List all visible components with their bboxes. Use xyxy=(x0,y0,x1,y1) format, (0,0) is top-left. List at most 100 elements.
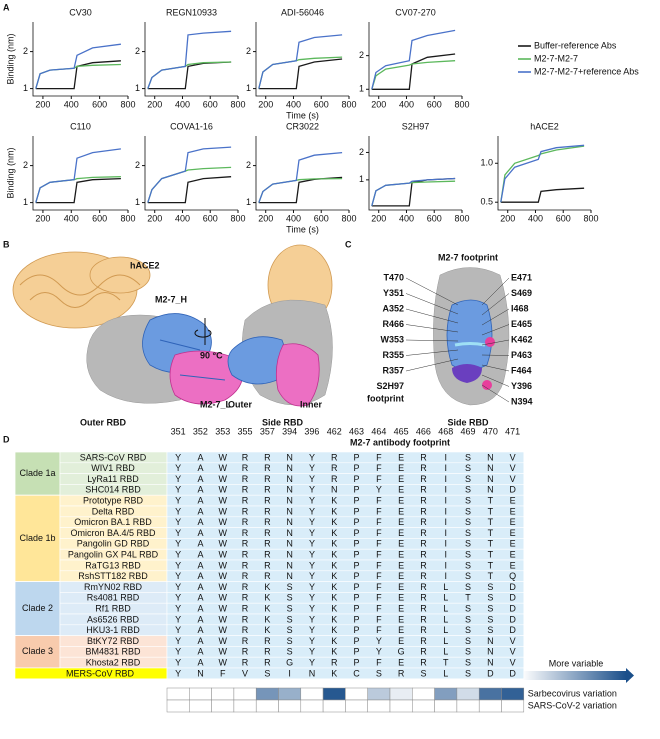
x-tick-label: 800 xyxy=(583,213,598,223)
panel-label: B xyxy=(3,239,10,249)
residue: E xyxy=(398,463,404,473)
residue: Y xyxy=(309,506,315,516)
residue: R xyxy=(242,657,249,667)
residue: S xyxy=(487,625,493,635)
residue: Y xyxy=(309,582,315,592)
x-tick-label: 200 xyxy=(500,213,515,223)
residue: N xyxy=(487,452,494,462)
residue: F xyxy=(376,657,382,667)
residue: Y xyxy=(175,485,181,495)
residue: R xyxy=(264,636,271,646)
leader-line xyxy=(405,324,459,333)
label: Side RBD xyxy=(262,417,304,427)
residue: A xyxy=(197,452,203,462)
residue: A xyxy=(197,506,203,516)
residue: S xyxy=(465,452,471,462)
residue: I xyxy=(444,495,447,505)
residue: N xyxy=(331,485,338,495)
residue: R xyxy=(242,560,249,570)
residue: S xyxy=(287,636,293,646)
residue: R xyxy=(264,506,271,516)
residue: F xyxy=(376,495,382,505)
residue-label: P463 xyxy=(511,350,532,360)
heatmap-cell xyxy=(211,699,235,713)
row-label: RmYN02 RBD xyxy=(84,582,143,592)
x-tick-label: 600 xyxy=(427,213,442,223)
residue: K xyxy=(331,603,337,613)
residue: R xyxy=(242,506,249,516)
heatmap-cell xyxy=(389,699,413,713)
residue: P xyxy=(354,528,360,538)
residue: I xyxy=(444,452,447,462)
y-tick-label: 2 xyxy=(135,160,140,170)
residue: S xyxy=(465,647,471,657)
leader-line xyxy=(481,339,510,346)
residue: Y xyxy=(175,474,181,484)
row-label: Khosta2 RBD xyxy=(86,657,141,667)
row-label: SARS-CoV RBD xyxy=(80,452,147,462)
row-label: Omicron BA.1 RBD xyxy=(74,517,152,527)
clade-label: Clade 3 xyxy=(22,646,53,656)
position-label: 469 xyxy=(461,426,476,436)
series-line xyxy=(35,43,121,89)
residue: S xyxy=(287,647,293,657)
clade-cell xyxy=(14,494,61,583)
residue: S xyxy=(264,668,270,678)
residue: R xyxy=(420,582,427,592)
legend-entry: M2-7-M2-7+reference Abs xyxy=(534,66,639,76)
residue: K xyxy=(331,593,337,603)
residue: A xyxy=(197,647,203,657)
residue: Y xyxy=(309,603,315,613)
series-line xyxy=(371,53,456,90)
residue: E xyxy=(510,495,516,505)
row-label: BtKY72 RBD xyxy=(87,636,140,646)
residue-label: S2H97 xyxy=(376,381,404,391)
residue-label: E465 xyxy=(511,319,532,329)
y-tick-label: 1 xyxy=(23,83,28,93)
residue: D xyxy=(487,668,494,678)
residue: S xyxy=(465,485,471,495)
residue: W xyxy=(219,485,228,495)
leader-line xyxy=(481,293,510,316)
heatmap-cell xyxy=(456,687,480,701)
y-tick-label: 1 xyxy=(135,83,140,93)
residue: R xyxy=(420,528,427,538)
position-label: 353 xyxy=(215,426,230,436)
y-tick-label: 1 xyxy=(246,83,251,93)
residue: A xyxy=(197,474,203,484)
chart-title: CV07-270 xyxy=(395,7,436,17)
x-tick-label: 800 xyxy=(230,213,245,223)
residue: S xyxy=(465,506,471,516)
chart-title: REGN10933 xyxy=(166,7,217,17)
residue: L xyxy=(443,582,448,592)
residue: L xyxy=(443,625,448,635)
axis xyxy=(368,136,462,211)
y-tick-label: 2 xyxy=(23,46,28,56)
x-tick-label: 400 xyxy=(175,99,190,109)
residue: R xyxy=(242,495,249,505)
residue: E xyxy=(398,495,404,505)
residue: E xyxy=(510,528,516,538)
residue: S xyxy=(465,560,471,570)
label: hACE2 xyxy=(130,260,160,270)
residue: P xyxy=(354,560,360,570)
residue: E xyxy=(398,528,404,538)
residue: C xyxy=(353,668,360,678)
heatmap-cell xyxy=(345,699,368,713)
residue: R xyxy=(331,452,338,462)
residue: F xyxy=(376,474,382,484)
residue: R xyxy=(242,582,249,592)
residue: R xyxy=(420,549,427,559)
residue: K xyxy=(331,560,337,570)
residue-label: footprint xyxy=(367,393,404,403)
label: Outer RBD xyxy=(80,417,127,427)
residue-label: N394 xyxy=(511,396,533,406)
residue: Y xyxy=(309,463,315,473)
residue: Y xyxy=(309,517,315,527)
series-line xyxy=(35,60,121,90)
residue: R xyxy=(420,560,427,570)
row-label: Rs4081 RBD xyxy=(87,593,140,603)
residue: W xyxy=(219,657,228,667)
residue: N xyxy=(197,668,204,678)
axis xyxy=(32,136,128,211)
